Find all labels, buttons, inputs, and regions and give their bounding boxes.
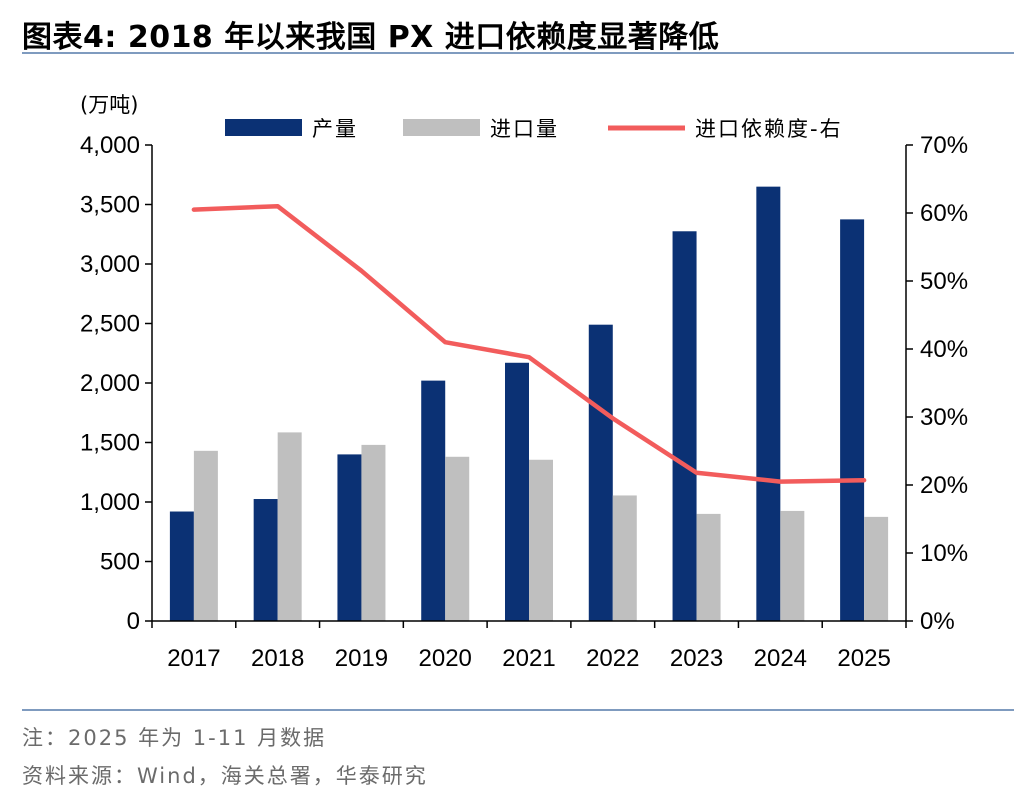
right-tick-label: 30% bbox=[920, 404, 968, 431]
x-tick-label-2022: 2022 bbox=[586, 645, 639, 672]
bar-production-2019 bbox=[337, 454, 362, 621]
bars-layer bbox=[169, 186, 889, 621]
bar-import-2022 bbox=[612, 495, 637, 621]
left-tick-label: 4,000 bbox=[80, 132, 140, 159]
bar-production-2020 bbox=[421, 380, 446, 621]
bar-production-2022 bbox=[588, 324, 613, 621]
bar-import-2018 bbox=[277, 432, 302, 621]
x-tick-label-2024: 2024 bbox=[754, 645, 807, 672]
bar-import-2019 bbox=[361, 444, 386, 621]
right-tick-label: 60% bbox=[920, 200, 968, 227]
right-tick-label: 0% bbox=[920, 608, 955, 635]
legend-label-production: 产量 bbox=[312, 117, 358, 141]
bar-production-2024 bbox=[756, 186, 781, 621]
source-note: 资料来源：Wind，海关总署，华泰研究 bbox=[22, 764, 428, 788]
x-tick-label-2025: 2025 bbox=[837, 645, 890, 672]
left-tick-label: 3,500 bbox=[80, 192, 140, 219]
left-tick-label: 2,000 bbox=[80, 370, 140, 397]
footnote: 注：2025 年为 1-11 月数据 bbox=[22, 726, 327, 750]
chart-area: (万吨) 产量 进口量 进口依赖度-右 0 500 1,000 1,500 2,000 2,5… bbox=[80, 93, 968, 672]
legend-label-dependency: 进口依赖度-右 bbox=[695, 117, 843, 141]
right-tick-label: 20% bbox=[920, 472, 968, 499]
bar-import-2025 bbox=[864, 516, 889, 621]
bar-production-2025 bbox=[840, 219, 865, 621]
footer-rule bbox=[22, 709, 1014, 711]
bar-import-2023 bbox=[696, 513, 721, 621]
legend-label-import: 进口量 bbox=[490, 117, 559, 141]
bar-import-2024 bbox=[780, 510, 805, 621]
left-tick-label: 0 bbox=[127, 608, 140, 635]
bar-import-2021 bbox=[529, 459, 553, 621]
left-tick-label: 1,500 bbox=[80, 430, 140, 457]
right-tick-label: 50% bbox=[920, 268, 968, 295]
left-tick-label: 1,000 bbox=[80, 489, 140, 516]
left-tick-label: 500 bbox=[100, 549, 140, 576]
axes-layer: 0 500 1,000 1,500 2,000 2,500 3,000 3,500 4,000 0… bbox=[80, 132, 968, 672]
bar-import-2020 bbox=[445, 456, 470, 621]
right-tick-label: 70% bbox=[920, 132, 968, 159]
chart-title: 图表4: 2018 年以来我国 PX 进口依赖度显著降低 bbox=[22, 20, 720, 55]
left-tick-label: 3,000 bbox=[80, 251, 140, 278]
right-tick-label: 40% bbox=[920, 336, 968, 363]
bar-production-2021 bbox=[505, 362, 529, 621]
x-tick-label-2019: 2019 bbox=[335, 645, 388, 672]
x-tick-label-2021: 2021 bbox=[502, 645, 555, 672]
left-tick-label: 2,500 bbox=[80, 311, 140, 338]
line-layer bbox=[191, 203, 867, 484]
legend: 产量 进口量 进口依赖度-右 bbox=[225, 117, 843, 141]
right-tick-label: 10% bbox=[920, 540, 968, 567]
bar-production-2017 bbox=[169, 511, 194, 621]
x-tick-label-2017: 2017 bbox=[167, 645, 220, 672]
x-tick-label-2018: 2018 bbox=[251, 645, 304, 672]
left-axis-unit-label: (万吨) bbox=[80, 93, 138, 117]
title-rule bbox=[22, 52, 1014, 54]
legend-swatch-import bbox=[403, 119, 480, 136]
bar-production-2018 bbox=[253, 499, 278, 621]
bar-production-2023 bbox=[672, 231, 697, 621]
legend-swatch-production bbox=[225, 119, 302, 136]
x-tick-label-2020: 2020 bbox=[419, 645, 472, 672]
bar-import-2017 bbox=[193, 450, 218, 621]
x-tick-label-2023: 2023 bbox=[670, 645, 723, 672]
